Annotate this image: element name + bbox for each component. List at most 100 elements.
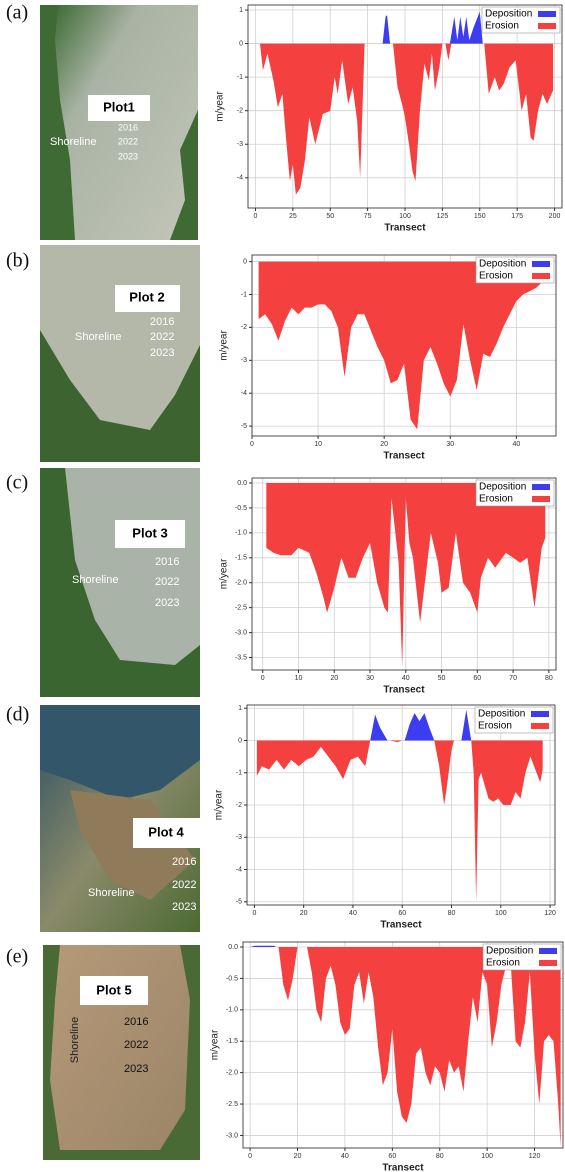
area <box>404 713 435 741</box>
area <box>370 714 388 741</box>
legend-swatch <box>532 261 550 267</box>
y-tick-label: -3 <box>241 357 247 364</box>
x-axis-label: Transect <box>383 685 425 696</box>
legend-label: Erosion <box>479 271 513 282</box>
x-tick-label: 60 <box>473 675 481 682</box>
y-axis-label: m/year <box>210 1029 221 1060</box>
shoreline-label: Shoreline <box>50 136 96 148</box>
y-tick-label: 1 <box>238 705 242 712</box>
x-tick-label: 40 <box>512 441 520 448</box>
y-tick-label: -2.0 <box>226 1069 238 1076</box>
legend-swatch <box>531 711 549 717</box>
x-tick-label: 40 <box>402 675 410 682</box>
year-label: 2022 <box>118 136 138 146</box>
y-tick-label: -2 <box>236 802 242 809</box>
map-title: Plot 2 <box>129 289 164 304</box>
axes-frame <box>242 941 564 1149</box>
y-tick-label: -3 <box>236 834 242 841</box>
map-a: Plot1 Shoreline 2016 2022 2023 <box>40 5 198 240</box>
y-tick-label: -3 <box>237 141 243 148</box>
area <box>258 261 543 430</box>
area <box>382 15 391 44</box>
map-title: Plot 4 <box>148 824 184 839</box>
x-tick-label: 30 <box>366 675 374 682</box>
x-tick-label: 10 <box>314 441 322 448</box>
area <box>434 740 454 805</box>
map-title: Plot1 <box>103 99 135 114</box>
axes-frame <box>251 254 557 437</box>
y-tick-label: -1.5 <box>226 1038 238 1045</box>
x-tick-label: 80 <box>448 910 456 917</box>
x-axis-label: Transect <box>380 920 422 931</box>
y-tick-label: -5 <box>236 899 242 906</box>
legend-label: Erosion <box>486 958 520 969</box>
x-tick-label: 75 <box>364 213 372 220</box>
map-b: Plot 2 Shoreline 2016 2022 2023 <box>40 245 200 462</box>
y-tick-label: -1.5 <box>235 555 247 562</box>
axes-frame <box>247 4 563 209</box>
area <box>259 43 365 195</box>
y-tick-label: 0.0 <box>237 480 247 487</box>
x-tick-label: 20 <box>330 675 338 682</box>
map-title: Plot 5 <box>96 982 131 997</box>
y-tick-label: 0 <box>238 737 242 744</box>
y-tick-label: -1.0 <box>226 1007 238 1014</box>
panel-label: (d) <box>6 704 29 726</box>
legend-swatch <box>532 484 550 490</box>
y-tick-label: 1 <box>239 7 243 14</box>
y-tick-label: -2 <box>237 108 243 115</box>
year-label: 2022 <box>155 576 179 588</box>
y-tick-label: 0 <box>239 40 243 47</box>
x-tick-label: 100 <box>495 910 507 917</box>
area <box>389 740 403 743</box>
year-label: 2016 <box>172 856 196 868</box>
x-tick-label: 0 <box>261 675 265 682</box>
legend-label: Deposition <box>479 259 526 270</box>
y-tick-label: -3.0 <box>226 1132 238 1139</box>
legend-label: Deposition <box>485 9 532 20</box>
shoreline-label: Shoreline <box>88 887 134 899</box>
x-tick-label: 0 <box>252 910 256 917</box>
area <box>266 482 546 668</box>
axes-frame <box>246 704 556 906</box>
x-tick-label: 60 <box>388 1153 396 1160</box>
x-tick-label: 80 <box>436 1153 444 1160</box>
x-tick-label: 120 <box>544 910 556 917</box>
year-label: 2016 <box>124 1016 148 1028</box>
year-label: 2023 <box>124 1063 148 1075</box>
x-tick-label: 175 <box>511 213 523 220</box>
y-axis-label: m/year <box>215 91 226 122</box>
y-tick-label: 0 <box>243 258 247 265</box>
area <box>461 709 472 741</box>
y-tick-label: -1 <box>237 74 243 81</box>
area <box>449 11 483 44</box>
x-tick-label: 70 <box>509 675 517 682</box>
panel-label: (c) <box>6 472 28 494</box>
legend-swatch <box>532 273 550 279</box>
legend-swatch <box>531 723 549 729</box>
shoreline-label: Shoreline <box>75 331 121 343</box>
x-tick-label: 0 <box>254 213 258 220</box>
x-tick-label: 0 <box>250 441 254 448</box>
legend-swatch <box>538 11 556 17</box>
year-label: 2023 <box>155 597 179 609</box>
legend-swatch <box>538 23 556 29</box>
legend-label: Erosion <box>485 21 519 32</box>
legend-label: Erosion <box>479 494 513 505</box>
year-label: 2023 <box>150 347 174 359</box>
year-label: 2022 <box>124 1039 148 1051</box>
y-tick-label: -1.0 <box>235 530 247 537</box>
year-label: 2023 <box>118 151 138 161</box>
x-tick-label: 50 <box>326 213 334 220</box>
area <box>484 43 554 141</box>
legend-label: Deposition <box>478 709 525 720</box>
year-label: 2016 <box>150 316 174 328</box>
area <box>278 947 298 1001</box>
area <box>256 740 371 780</box>
area <box>445 43 452 61</box>
legend-label: Deposition <box>479 482 526 493</box>
shoreline-label: Shoreline <box>69 1017 81 1063</box>
x-tick-label: 100 <box>481 1153 493 1160</box>
x-tick-label: 50 <box>438 675 446 682</box>
x-tick-label: 120 <box>529 1153 541 1160</box>
